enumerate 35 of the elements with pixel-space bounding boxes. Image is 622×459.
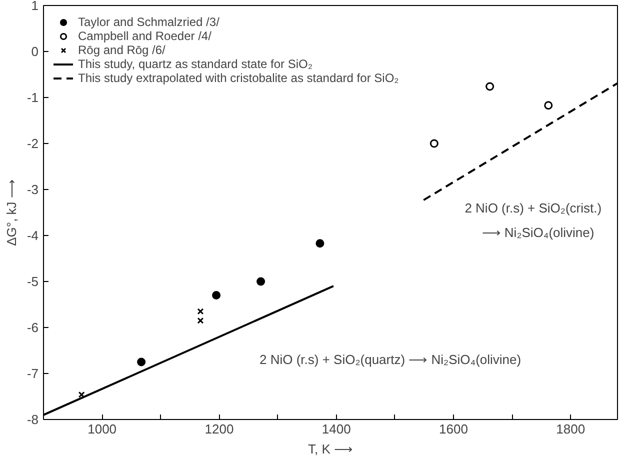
- point: [197, 308, 204, 315]
- y-tick-label: -1: [26, 90, 39, 105]
- annotation: 2 NiO (r.s) + SiO₂(quartz) ⟶ Ni₂SiO₄(olivine): [260, 352, 522, 368]
- point: [212, 291, 221, 300]
- y-tick-label: -7: [26, 366, 39, 381]
- point: [544, 101, 553, 110]
- x-tick-label: 1400: [322, 422, 351, 436]
- point: [430, 139, 438, 148]
- y-tick-label: -5: [26, 274, 39, 289]
- point: [256, 277, 266, 286]
- legend-label: This study extrapolated with cristobalite as standard for SiO₂: [78, 71, 399, 85]
- legend-label: This study, quartz as standard state for SiO₂: [78, 57, 313, 71]
- x-tick-label: 1800: [556, 422, 586, 436]
- point: [486, 82, 494, 91]
- x-tick-label: 1000: [88, 422, 117, 436]
- legend-label: Campbell and Roeder /4/: [78, 29, 212, 43]
- y-tick-label: -2: [26, 136, 39, 151]
- y-tick-label: 0: [31, 44, 39, 59]
- point: [137, 358, 146, 366]
- annotation: 2 NiO (r.s) + SiO₂(crist.): [464, 200, 602, 216]
- y-tick-label: -3: [26, 182, 39, 197]
- point: [316, 239, 324, 248]
- x-tick-label: 1200: [204, 422, 234, 436]
- y-axis-title: ΔG°, kJ ⟶: [4, 179, 19, 246]
- y-tick-label: 1: [31, 0, 39, 13]
- y-tick-label: -8: [26, 412, 39, 427]
- point: [197, 317, 204, 324]
- y-tick-label: -4: [26, 228, 39, 243]
- x-axis-title: T, K ⟶: [308, 442, 354, 456]
- legend-label: Rōg and Rōg /6/: [78, 43, 166, 57]
- legend-label: Taylor and Schmalzried /3/: [78, 15, 220, 29]
- point: [78, 391, 85, 398]
- x-tick-label: 1600: [439, 422, 468, 436]
- y-tick-label: -6: [26, 320, 39, 335]
- annotation: ⟶ Ni₂SiO₄(olivine): [482, 225, 594, 240]
